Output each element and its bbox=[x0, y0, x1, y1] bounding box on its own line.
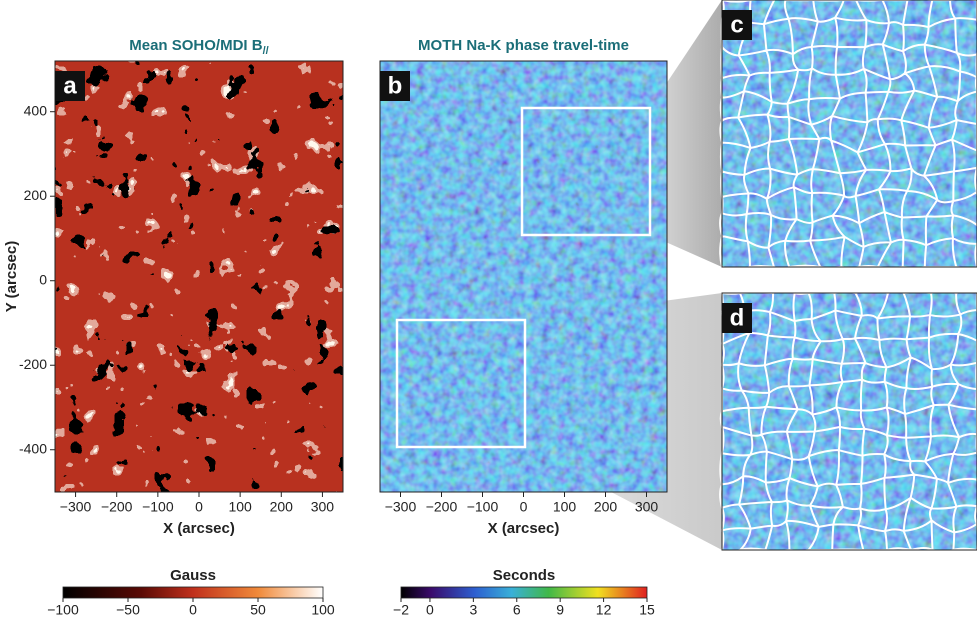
x-tick-label: 300 bbox=[635, 499, 659, 515]
colorbar-tick-label: 9 bbox=[556, 602, 564, 618]
panel-letter-box bbox=[380, 71, 410, 101]
colorbar-tick-label: 0 bbox=[426, 602, 434, 618]
colorbar-tick-label: −50 bbox=[116, 602, 140, 618]
inset-image bbox=[722, 0, 977, 550]
colorbar bbox=[62, 586, 324, 599]
x-tick-label: −300 bbox=[385, 499, 417, 515]
inset-frame bbox=[721, 292, 977, 551]
panel-letter: b bbox=[388, 72, 403, 99]
panel-letter: c bbox=[730, 11, 743, 38]
x-tick-label: 200 bbox=[594, 499, 618, 515]
y-tick-label: -200 bbox=[19, 356, 47, 372]
panel-letter-box bbox=[55, 71, 85, 101]
x-tick-label: 200 bbox=[270, 499, 294, 515]
x-tick-label: −300 bbox=[60, 499, 92, 515]
y-tick-label: 200 bbox=[24, 187, 48, 203]
cell-boundary bbox=[719, 290, 977, 553]
panel-letter-box bbox=[722, 303, 752, 333]
colorbar bbox=[400, 586, 648, 599]
cell-boundaries bbox=[719, 0, 977, 553]
x-tick-label: −100 bbox=[467, 499, 499, 515]
colorbar-tick-label: −2 bbox=[393, 602, 409, 618]
x-axis-label: X (arcsec) bbox=[163, 520, 235, 537]
colorbar-tick-label: 3 bbox=[469, 602, 477, 618]
x-tick-label: −100 bbox=[142, 499, 174, 515]
panel-letter-box bbox=[722, 10, 752, 40]
panel-title: Mean SOHO/MDI B// bbox=[129, 37, 268, 57]
travel-time-map bbox=[380, 61, 667, 492]
y-tick-label: -400 bbox=[19, 440, 47, 456]
x-tick-label: −200 bbox=[426, 499, 458, 515]
colorbar-tick-label: 6 bbox=[513, 602, 521, 618]
title-subscript: // bbox=[263, 45, 269, 57]
x-tick-label: 300 bbox=[311, 499, 335, 515]
magnetogram bbox=[55, 61, 343, 492]
x-tick-label: −200 bbox=[101, 499, 133, 515]
colorbar-tick-label: 15 bbox=[639, 602, 655, 618]
panel-letter: d bbox=[730, 304, 745, 331]
colorbar-tick-label: 12 bbox=[596, 602, 612, 618]
x-tick-label: 100 bbox=[228, 499, 252, 515]
y-tick-label: 0 bbox=[39, 271, 47, 287]
colorbar-tick-label: 0 bbox=[189, 602, 197, 618]
inset-frame bbox=[721, 0, 977, 268]
panel-title: MOTH Na-K phase travel-time bbox=[418, 37, 629, 54]
x-tick-label: 0 bbox=[195, 499, 203, 515]
y-axis-label: Y (arcsec) bbox=[3, 241, 20, 312]
colorbar-tick-label: 50 bbox=[250, 602, 266, 618]
panel-letter: a bbox=[63, 72, 77, 99]
connector bbox=[650, 0, 722, 267]
x-tick-label: 100 bbox=[553, 499, 577, 515]
y-tick-label: 400 bbox=[24, 102, 48, 118]
x-axis-label: X (arcsec) bbox=[488, 520, 560, 537]
x-tick-label: 0 bbox=[520, 499, 528, 515]
cell-boundary bbox=[719, 0, 977, 270]
colorbar-label: Gauss bbox=[170, 567, 216, 584]
colorbar-tick-label: −100 bbox=[47, 602, 79, 618]
colorbar-label: Seconds bbox=[493, 567, 556, 584]
colorbar-tick-label: 100 bbox=[311, 602, 335, 618]
